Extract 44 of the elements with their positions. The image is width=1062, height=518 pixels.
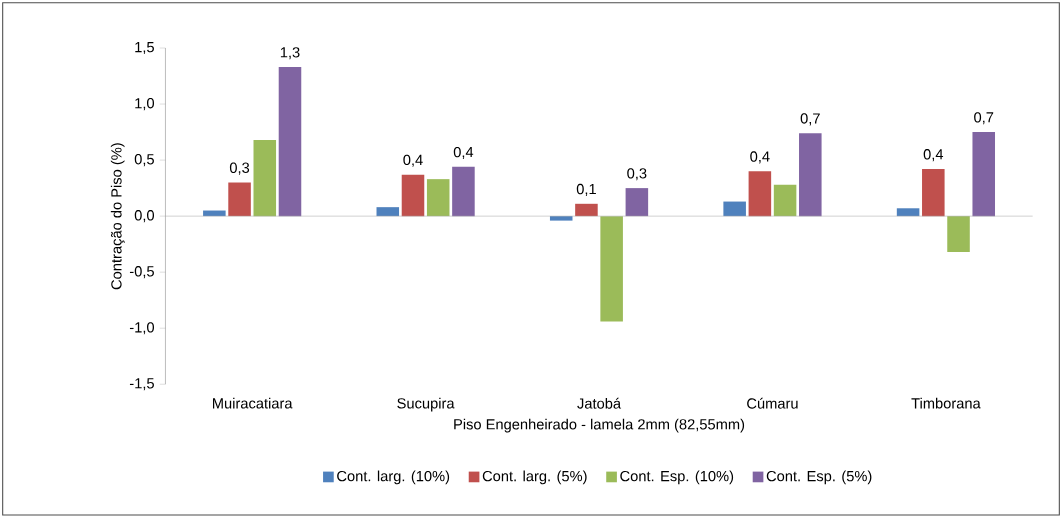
data-label: 0,3 xyxy=(627,168,647,181)
x-tick-label: Muiracatiara xyxy=(213,397,293,409)
legend-label: Cont. larg. (5%) xyxy=(482,470,587,485)
bar xyxy=(278,67,302,217)
y-tick-label: -1,0 xyxy=(129,322,155,335)
bar xyxy=(773,184,797,217)
x-axis-title: Piso Engenheirado - lamela 2mm (82,55mm) xyxy=(454,418,745,433)
bar xyxy=(401,174,425,217)
legend-label: Cont. larg. (10%) xyxy=(337,470,450,485)
bar xyxy=(228,182,251,217)
data-label: 0,4 xyxy=(750,151,770,164)
bar xyxy=(600,216,623,322)
bar xyxy=(625,188,649,217)
y-tick-label: 0,5 xyxy=(134,154,154,167)
bar xyxy=(922,169,945,217)
data-label: 0,4 xyxy=(453,147,474,160)
y-tick-label: -0,5 xyxy=(129,266,154,279)
data-label: 0,4 xyxy=(923,149,944,162)
bar xyxy=(452,166,475,217)
x-tick-label: Sucupira xyxy=(397,397,455,412)
y-tick-label: 1,5 xyxy=(135,42,154,55)
legend-label: Cont. Esp. (5%) xyxy=(766,470,872,485)
data-label: 0,3 xyxy=(229,162,250,175)
x-tick-label: Cúmaru xyxy=(747,397,798,409)
data-label: 0,4 xyxy=(403,154,423,168)
y-axis-title: Contração do Piso (%) xyxy=(110,143,125,290)
bar xyxy=(799,133,822,217)
y-tick-label: 0,0 xyxy=(134,210,155,223)
bar xyxy=(947,216,970,253)
bar xyxy=(575,203,598,217)
bar xyxy=(972,132,996,217)
data-label: 0,1 xyxy=(576,184,596,197)
x-tick-label: Jatobá xyxy=(577,397,622,409)
data-label: 1,3 xyxy=(280,47,300,60)
y-tick-label: 1,0 xyxy=(135,98,155,111)
x-tick-label: Timborana xyxy=(911,397,981,409)
y-tick-label: -1,5 xyxy=(129,378,154,391)
bar xyxy=(723,201,746,217)
data-label: 0,7 xyxy=(974,112,994,125)
bar xyxy=(748,171,772,217)
legend-label: Cont. Esp. (10%) xyxy=(620,470,734,485)
bar xyxy=(253,140,277,217)
data-label: 0,7 xyxy=(800,113,820,126)
bar xyxy=(426,179,450,217)
